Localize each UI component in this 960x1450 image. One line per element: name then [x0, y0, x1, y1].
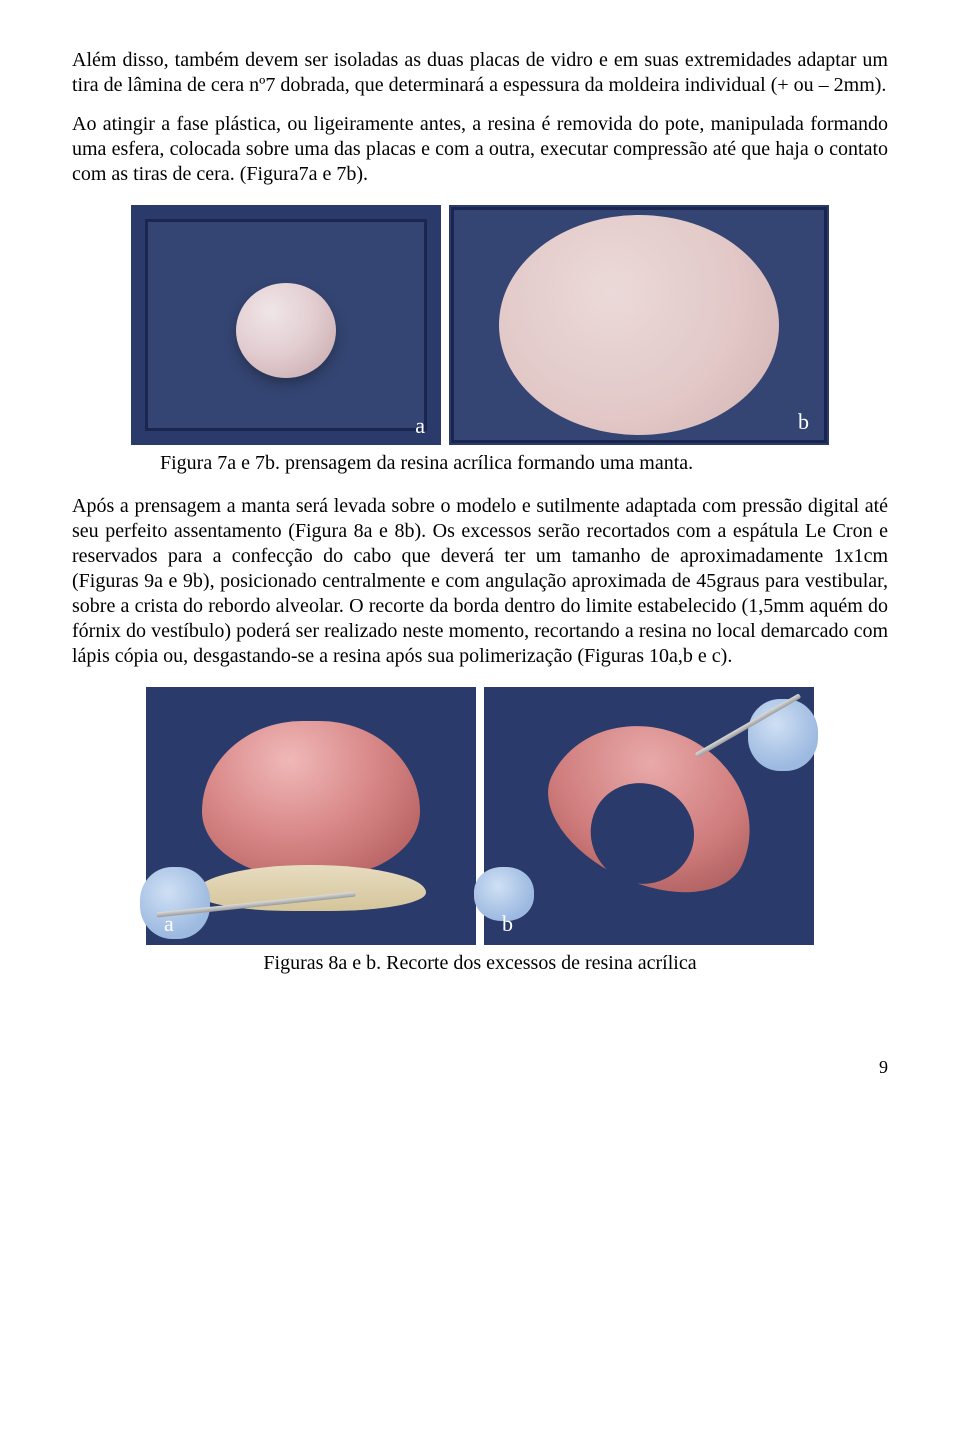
glove-icon [748, 699, 818, 771]
figure-7a: a [131, 205, 441, 445]
figure-7-row: a b [72, 205, 888, 445]
paragraph-1: Além disso, também devem ser isoladas as… [72, 48, 888, 98]
dental-model-icon [196, 721, 426, 911]
document-page: Além disso, também devem ser isoladas as… [0, 0, 960, 1111]
figure-8-caption: Figuras 8a e b. Recorte dos excessos de … [72, 951, 888, 976]
figure-8-row: a b [72, 687, 888, 945]
figure-7b: b [449, 205, 829, 445]
glass-plate-icon [145, 219, 427, 431]
glove-icon [140, 867, 210, 939]
paragraph-2: Ao atingir a fase plástica, ou ligeirame… [72, 112, 888, 187]
figure-8b-label: b [502, 910, 513, 938]
figure-8b: b [484, 687, 814, 945]
resin-arch-icon [202, 721, 420, 877]
figure-7-caption: Figura 7a e 7b. prensagem da resina acrí… [160, 451, 888, 476]
page-number: 9 [72, 1056, 888, 1079]
paragraph-3: Após a prensagem a manta será levada sob… [72, 494, 888, 669]
figure-7b-label: b [798, 408, 809, 436]
glass-plate-icon [451, 207, 827, 443]
figure-8a-label: a [164, 910, 174, 938]
figure-7a-label: a [415, 412, 425, 440]
figure-8a: a [146, 687, 476, 945]
